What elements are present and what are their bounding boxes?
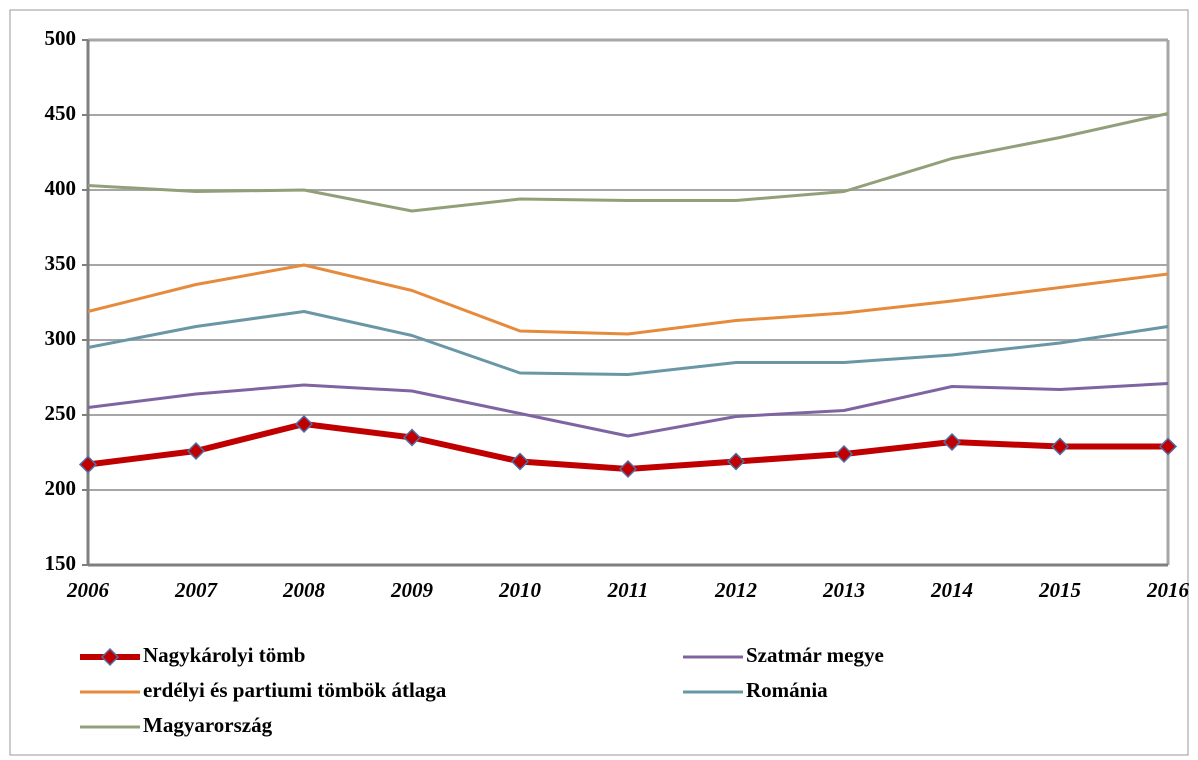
chart-frame: [9, 9, 1189, 756]
x-tick-label: 2012: [714, 578, 758, 602]
y-tick-label: 500: [45, 26, 77, 50]
point-marker: [1158, 437, 1178, 456]
x-tick-label: 2016: [1146, 578, 1190, 602]
x-tick-label: 2014: [930, 578, 973, 602]
legend-label: Nagykárolyi tömb: [143, 643, 305, 667]
point-marker: [186, 441, 206, 461]
x-tick-label: 2011: [607, 578, 649, 602]
x-tick-label: 2015: [1038, 578, 1081, 602]
legend-marker: [100, 647, 120, 667]
x-tick-label: 2010: [498, 578, 542, 602]
x-tick-label: 2009: [390, 578, 434, 602]
y-tick-label: 150: [45, 551, 77, 575]
series-line: [87, 112, 1169, 213]
legend-label: erdélyi és partiumi tömbök átlaga: [143, 678, 447, 702]
legend-label: Magyarország: [143, 713, 273, 737]
y-tick-label: 300: [45, 326, 77, 350]
point-marker: [1050, 437, 1070, 456]
x-tick-label: 2006: [66, 578, 110, 602]
x-tick-label: 2013: [822, 578, 865, 602]
y-tick-label: 400: [45, 176, 77, 200]
legend-label: Szatmár megye: [746, 643, 884, 667]
legend-label: Románia: [746, 678, 828, 702]
point-marker: [726, 452, 746, 471]
point-marker: [942, 432, 962, 452]
point-marker: [618, 459, 638, 479]
point-marker: [402, 428, 422, 447]
series-line: [87, 382, 1169, 438]
x-tick-label: 2008: [282, 578, 326, 602]
x-tick-label: 2007: [174, 578, 219, 602]
y-tick-label: 450: [45, 101, 77, 125]
series-line: [87, 310, 1169, 376]
series-line: [87, 263, 1169, 336]
y-tick-label: 200: [45, 476, 77, 500]
y-tick-label: 350: [45, 251, 77, 275]
point-marker: [78, 455, 98, 474]
point-marker: [510, 452, 530, 471]
y-tick-label: 250: [45, 401, 77, 425]
point-marker: [834, 444, 854, 464]
point-marker: [294, 414, 314, 434]
